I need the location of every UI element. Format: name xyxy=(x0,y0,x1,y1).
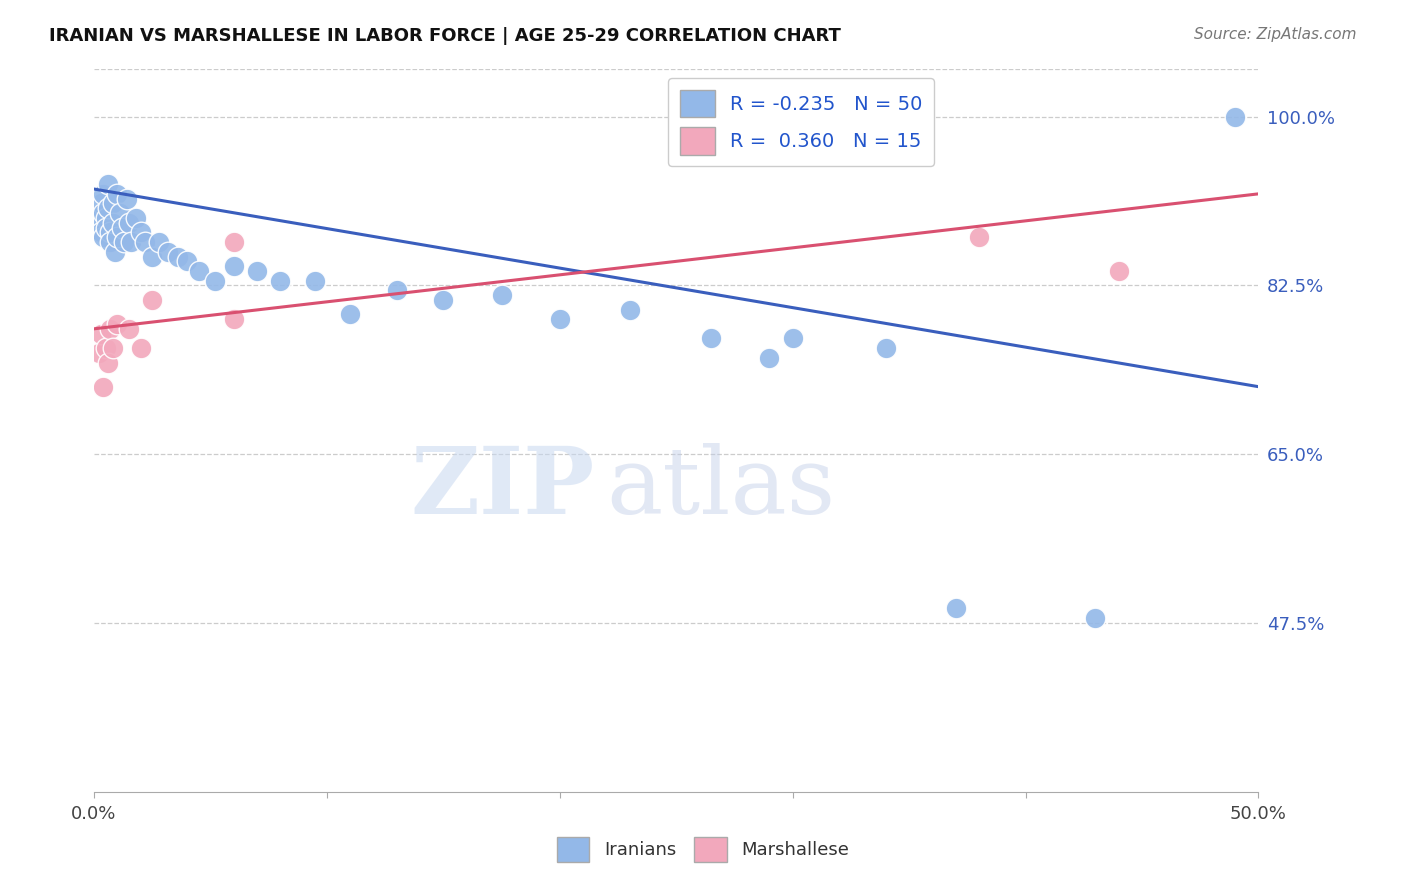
Point xyxy=(101,216,124,230)
Point xyxy=(548,312,571,326)
Point xyxy=(90,226,112,240)
Text: ZIP: ZIP xyxy=(411,443,595,533)
Point xyxy=(104,244,127,259)
Point xyxy=(97,202,120,216)
Point xyxy=(108,206,131,220)
Point xyxy=(385,283,408,297)
Point xyxy=(1108,264,1130,278)
Point xyxy=(782,331,804,345)
Point xyxy=(166,250,188,264)
Point xyxy=(141,250,163,264)
Point xyxy=(97,178,120,192)
Point xyxy=(945,601,967,615)
Point xyxy=(111,220,134,235)
Point xyxy=(112,235,135,249)
Point xyxy=(204,274,226,288)
Point xyxy=(90,326,112,341)
Point xyxy=(91,186,114,201)
Point xyxy=(491,288,513,302)
Text: IRANIAN VS MARSHALLESE IN LABOR FORCE | AGE 25-29 CORRELATION CHART: IRANIAN VS MARSHALLESE IN LABOR FORCE | … xyxy=(49,27,841,45)
Point xyxy=(758,351,780,365)
Point xyxy=(222,259,245,273)
Point xyxy=(1223,110,1246,124)
Point xyxy=(125,211,148,225)
Point xyxy=(98,226,121,240)
Point xyxy=(94,211,117,225)
Point xyxy=(129,341,152,355)
Point xyxy=(134,235,156,249)
Legend: R = -0.235   N = 50, R =  0.360   N = 15: R = -0.235 N = 50, R = 0.360 N = 15 xyxy=(668,78,935,166)
Point xyxy=(1084,611,1107,625)
Text: Source: ZipAtlas.com: Source: ZipAtlas.com xyxy=(1194,27,1357,42)
Point xyxy=(91,230,114,244)
Point xyxy=(118,216,141,230)
Point xyxy=(875,341,897,355)
Point xyxy=(90,196,112,211)
Point xyxy=(118,322,141,336)
Point xyxy=(432,293,454,307)
Point xyxy=(97,355,120,369)
Legend: Iranians, Marshallese: Iranians, Marshallese xyxy=(550,830,856,870)
Point xyxy=(246,264,269,278)
Point xyxy=(157,244,180,259)
Point xyxy=(120,235,142,249)
Point xyxy=(129,226,152,240)
Point xyxy=(105,317,128,331)
Point xyxy=(148,235,170,249)
Point xyxy=(967,230,990,244)
Point xyxy=(91,379,114,393)
Point xyxy=(91,206,114,220)
Text: atlas: atlas xyxy=(606,443,835,533)
Point xyxy=(101,196,124,211)
Point xyxy=(105,230,128,244)
Point xyxy=(619,302,641,317)
Point xyxy=(94,341,117,355)
Point xyxy=(94,220,117,235)
Point xyxy=(222,312,245,326)
Point xyxy=(141,293,163,307)
Point xyxy=(222,235,245,249)
Point xyxy=(339,307,361,321)
Point xyxy=(176,254,198,268)
Point xyxy=(98,235,121,249)
Point xyxy=(87,346,110,360)
Point xyxy=(700,331,723,345)
Point xyxy=(115,192,138,206)
Point xyxy=(187,264,209,278)
Point xyxy=(101,341,124,355)
Point xyxy=(105,186,128,201)
Point xyxy=(269,274,291,288)
Point xyxy=(98,322,121,336)
Point xyxy=(304,274,326,288)
Point xyxy=(87,211,110,225)
